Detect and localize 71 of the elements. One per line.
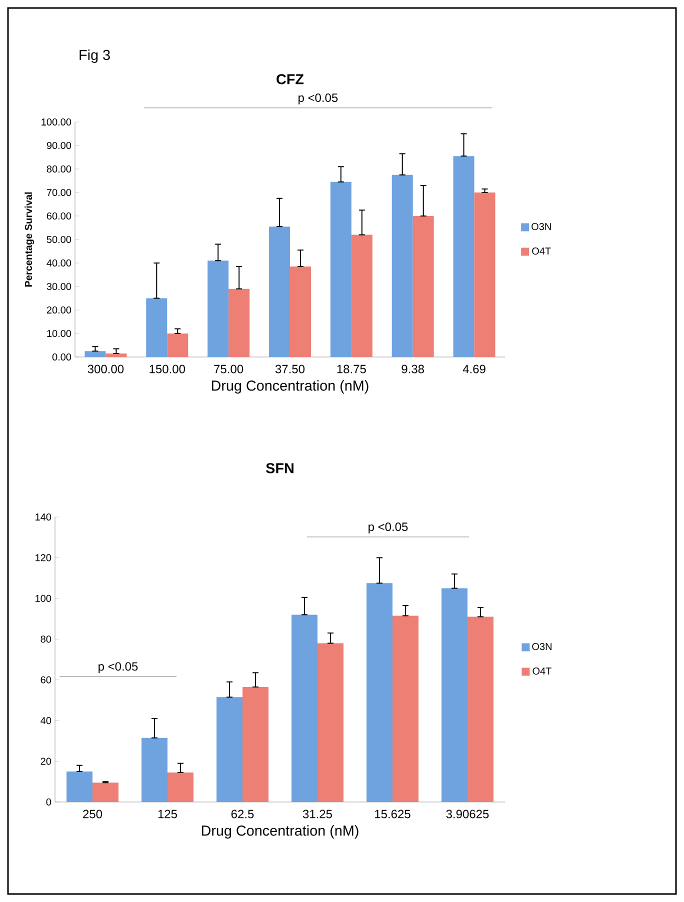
bar [292,614,318,802]
bar [392,174,413,357]
y-tick-label: 0.00 [52,353,72,361]
y-tick-label: 100 [36,594,52,602]
bar [242,686,268,802]
bar [412,216,434,357]
bar [66,771,92,802]
chart-title: CFZ [276,74,304,84]
y-tick-label: 50.00 [46,236,72,244]
bar [330,182,352,357]
bar [317,643,344,802]
annotation: p <0.05 [368,522,408,534]
x-tick-label: 150.00 [150,364,186,374]
legend-label: O4T [532,668,552,675]
bar [146,298,168,357]
x-axis-title: Drug Concentration (nM) [202,825,358,839]
y-tick-label: 120 [36,554,52,562]
y-tick-label: 70.00 [46,188,72,196]
bar [92,782,118,802]
x-tick-label: 250 [83,810,102,818]
bar [290,266,311,357]
y-tick-label: 60 [40,676,52,684]
y-tick-label: 90.00 [46,142,72,150]
x-tick-label: 15.625 [375,810,410,818]
y-tick-label: 30.00 [46,282,72,290]
legend-label: O3N [532,223,551,230]
y-tick-label: 0 [46,798,52,806]
x-tick-label: 125 [158,810,177,818]
x-tick-label: 18.75 [337,364,366,374]
y-tick-label: 80.00 [46,165,72,173]
y-tick-label: 40 [40,717,52,724]
x-tick-label: 4.69 [462,364,486,374]
bar [84,351,106,357]
legend-label: O4T [532,248,551,255]
bar [474,192,496,357]
x-tick-label: 9.38 [402,364,424,374]
annotation: p <0.05 [98,662,138,674]
bar [216,697,242,802]
x-tick-label: 3.90625 [446,810,489,818]
x-tick-label: 31.25 [302,810,332,818]
bar [228,288,250,357]
text: p <0.05 [298,94,338,104]
bar [366,583,392,802]
y-tick-label: 140 [36,513,52,521]
y-tick-label: 80 [40,636,52,643]
y-tick-label: 60.00 [46,212,72,220]
bar [351,234,372,357]
y-tick-label: 100.00 [42,118,72,126]
y-tick-label: 40.00 [46,259,72,267]
bar [392,616,418,802]
bar [208,260,229,357]
caption: Fig 3 [80,49,110,63]
x-tick-label: 300.00 [88,364,124,374]
x-tick-label: 62.5 [231,810,254,818]
y-axis-title: Percentage Survival [24,192,34,287]
bar [142,738,168,802]
x-tick-label: 37.50 [275,364,305,374]
legend-label: O3N [532,643,552,650]
y-tick-label: 10.00 [47,330,72,338]
bar [106,353,127,357]
x-tick-label: 75.00 [214,364,244,374]
x-axis-title: Drug Concentration (nM) [212,380,368,394]
bar [268,226,290,357]
bar [167,333,188,357]
bar [453,156,474,357]
chart-title: SFN [266,463,294,474]
bar [467,616,494,802]
bar [168,772,194,802]
y-tick-label: 20.00 [46,306,72,314]
bar [442,588,468,802]
y-tick-label: 20 [40,758,52,765]
